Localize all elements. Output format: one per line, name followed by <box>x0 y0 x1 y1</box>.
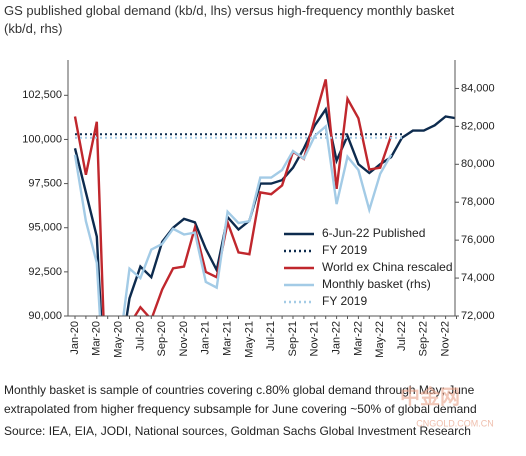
x-tick-label: Jul-20 <box>134 321 146 351</box>
x-tick-label: Jan-21 <box>200 321 212 355</box>
x-tick-label: Sep-22 <box>418 321 430 356</box>
x-tick-label: Jan-20 <box>69 321 81 355</box>
legend-label: Monthly basket (rhs) <box>322 277 431 291</box>
x-tick-label: Nov-20 <box>178 321 190 356</box>
x-tick-label: Jan-22 <box>331 321 343 355</box>
x-tick-label: Mar-22 <box>352 321 364 356</box>
x-tick-label: Mar-21 <box>222 321 234 356</box>
y2-tick-label: 72,000 <box>461 310 495 322</box>
y-tick-label: 100,000 <box>22 133 62 145</box>
legend-label: FY 2019 <box>322 294 367 308</box>
y2-tick-label: 74,000 <box>461 272 495 284</box>
series-line <box>73 106 455 316</box>
plot-area <box>73 79 455 316</box>
legend-label: World ex China rescaled <box>322 260 453 274</box>
y-tick-label: 97,500 <box>28 177 62 189</box>
y2-tick-label: 80,000 <box>461 158 495 170</box>
y2-tick-label: 82,000 <box>461 120 495 132</box>
x-tick-label: Jul-21 <box>265 321 277 351</box>
series-line <box>73 79 393 316</box>
x-tick-label: May-21 <box>243 321 255 358</box>
footnote: extrapolated from higher frequency subsa… <box>4 402 477 416</box>
x-tick-label: May-20 <box>113 321 125 358</box>
y2-tick-label: 78,000 <box>461 196 495 208</box>
x-tick-label: Nov-21 <box>309 321 321 356</box>
x-tick-label: Jul-22 <box>396 321 408 351</box>
watermark: CNGOLD.COM.CN <box>416 418 494 428</box>
x-tick-label: Sep-20 <box>156 321 168 356</box>
series-line <box>73 124 393 316</box>
footnote: Monthly basket is sample of countries co… <box>4 383 475 397</box>
x-tick-label: May-22 <box>374 321 386 358</box>
y2-tick-label: 76,000 <box>461 234 495 246</box>
x-tick-label: Sep-21 <box>287 321 299 356</box>
legend-label: 6-Jun-22 Published <box>322 226 425 240</box>
chart-title: GS published global demand (kb/d, lhs) v… <box>4 3 455 36</box>
legend-label: FY 2019 <box>322 243 367 257</box>
x-tick-label: Mar-20 <box>91 321 103 356</box>
y-tick-label: 90,000 <box>28 310 62 322</box>
watermark: 中金网 <box>400 384 460 408</box>
y-tick-label: 95,000 <box>28 222 62 234</box>
y2-tick-label: 84,000 <box>461 82 495 94</box>
footnote: Source: IEA, EIA, JODI, National sources… <box>4 424 471 438</box>
y-tick-label: 92,500 <box>28 266 62 278</box>
y-tick-label: 102,500 <box>22 89 62 101</box>
x-tick-label: Nov-22 <box>440 321 452 356</box>
